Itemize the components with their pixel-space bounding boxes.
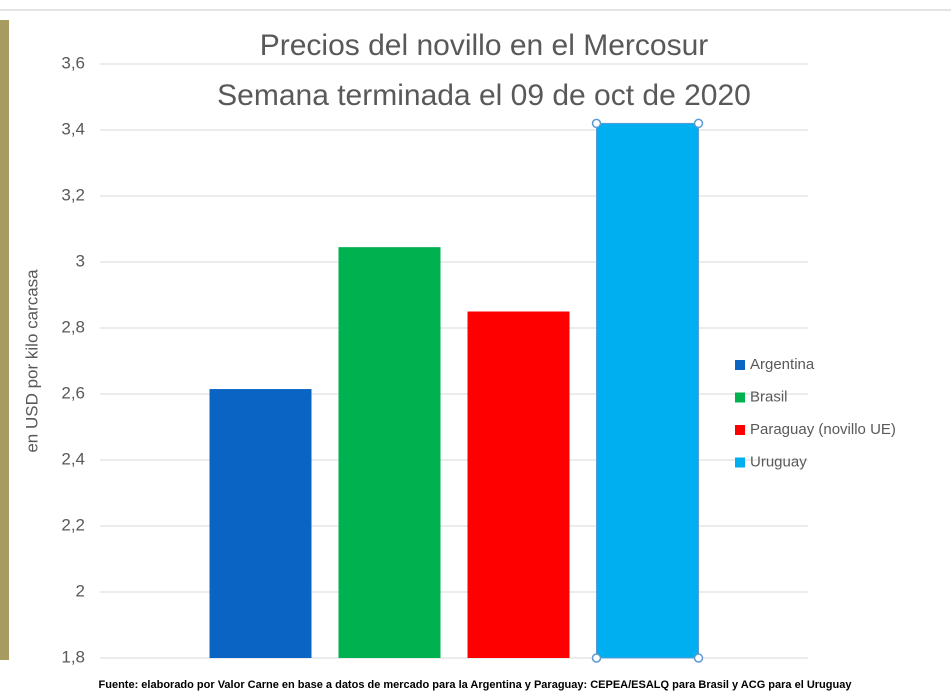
y-tick-label: 1,8 <box>61 647 85 666</box>
y-tick-label: 3,2 <box>61 185 85 204</box>
chart-subtitle: Semana terminada el 09 de oct de 2020 <box>217 79 751 112</box>
bar <box>596 123 699 658</box>
y-tick-label: 3,4 <box>61 119 85 138</box>
y-tick-label: 2,4 <box>61 449 85 468</box>
bar <box>467 311 570 658</box>
selection-handle <box>693 118 704 129</box>
y-tick-label: 2,8 <box>61 317 85 336</box>
chart-title: Precios del novillo en el Mercosur <box>260 29 709 62</box>
bar <box>338 247 441 658</box>
y-axis-label: en USD por kilo carcasa <box>22 269 41 453</box>
legend-label: Argentina <box>750 356 815 373</box>
legend-label: Brasil <box>750 388 788 405</box>
legend-label: Paraguay (novillo UE) <box>750 421 896 438</box>
selection-handle <box>591 118 602 129</box>
side-strip <box>0 20 9 660</box>
legend-swatch <box>735 457 745 468</box>
y-tick-label: 2,6 <box>61 383 85 402</box>
y-tick-label: 3 <box>76 251 85 270</box>
source-note: Fuente: elaborado por Valor Carne en bas… <box>99 679 853 691</box>
legend-swatch <box>735 425 745 435</box>
legend-swatch <box>735 392 745 403</box>
legend-label: Uruguay <box>750 453 807 470</box>
y-tick-label: 2,2 <box>61 515 85 534</box>
selection-outline <box>596 122 699 659</box>
y-tick-label: 3,6 <box>61 53 85 72</box>
selection-handle <box>591 653 602 663</box>
bar <box>209 389 312 658</box>
selection-handle <box>693 653 704 663</box>
legend-swatch <box>735 360 745 370</box>
y-tick-label: 2 <box>76 581 85 600</box>
